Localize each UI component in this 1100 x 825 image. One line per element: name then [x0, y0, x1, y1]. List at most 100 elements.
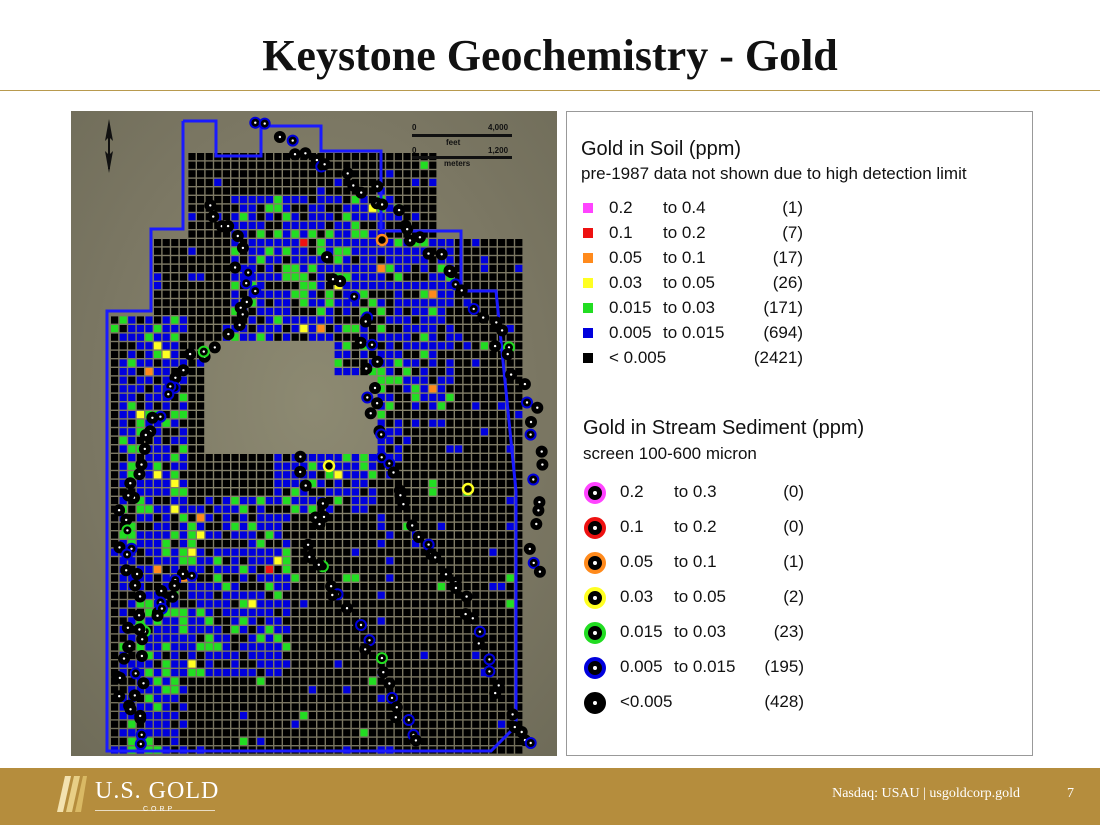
soil-sample-cell: [119, 737, 127, 745]
soil-sample-cell: [188, 505, 196, 513]
soil-sample-cell: [248, 282, 256, 290]
soil-sample-cell: [343, 290, 351, 298]
soil-sample-cell: [515, 419, 523, 427]
soil-sample-cell: [248, 565, 256, 573]
soil-sample-cell: [240, 333, 248, 341]
soil-sample-cell: [412, 514, 420, 522]
soil-sample-cell: [145, 694, 153, 702]
soil-sample-cell: [308, 565, 316, 573]
soil-sample-cell: [489, 617, 497, 625]
soil-sample-cell: [119, 617, 127, 625]
soil-sample-cell: [437, 737, 445, 745]
soil-sample-cell: [446, 385, 454, 393]
soil-sample-cell: [231, 170, 239, 178]
soil-sample-cell: [154, 651, 162, 659]
soil-sample-cell: [205, 574, 213, 582]
soil-sample-cell: [437, 686, 445, 694]
soil-sample-cell: [162, 505, 170, 513]
sediment-sample-center: [380, 656, 384, 660]
soil-sample-cell: [343, 153, 351, 161]
soil-sample-cell: [360, 497, 368, 505]
soil-sample-cell: [412, 471, 420, 479]
soil-sample-cell: [136, 368, 144, 376]
soil-sample-cell: [188, 703, 196, 711]
sediment-sample-center: [368, 639, 371, 642]
soil-sample-cell: [205, 264, 213, 272]
soil-sample-cell: [197, 411, 205, 419]
soil-sample-cell: [394, 694, 402, 702]
soil-sample-cell: [498, 290, 506, 298]
soil-sample-cell: [515, 402, 523, 410]
soil-sample-cell: [188, 264, 196, 272]
scale-meters-max: 1,200: [488, 146, 509, 155]
soil-sample-cell: [231, 161, 239, 169]
soil-sample-cell: [498, 643, 506, 651]
sediment-sample-center: [541, 463, 544, 466]
soil-sample-cell: [205, 170, 213, 178]
soil-sample-cell: [437, 393, 445, 401]
soil-sample-cell: [446, 712, 454, 720]
soil-sample-cell: [248, 591, 256, 599]
soil-sample-cell: [283, 557, 291, 565]
soil-sample-cell: [480, 634, 488, 642]
soil-sample-cell: [162, 445, 170, 453]
soil-sample-cell: [489, 737, 497, 745]
soil-sample-cell: [231, 729, 239, 737]
sediment-sample-center: [392, 471, 395, 474]
soil-sample-cell: [472, 600, 480, 608]
soil-sample-cell: [377, 479, 385, 487]
soil-sample-cell: [369, 178, 377, 186]
soil-sample-cell: [326, 333, 334, 341]
soil-sample-cell: [274, 643, 282, 651]
soil-sample-cell: [429, 239, 437, 247]
soil-sample-cell: [119, 393, 127, 401]
soil-sample-cell: [291, 273, 299, 281]
soil-sample-cell: [455, 256, 463, 264]
soil-sample-cell: [162, 720, 170, 728]
soil-sample-cell: [420, 737, 428, 745]
soil-sample-cell: [343, 669, 351, 677]
soil-sample-cell: [257, 316, 265, 324]
soil-sample-cell: [472, 514, 480, 522]
soil-sample-cell: [240, 161, 248, 169]
soil-sample-cell: [412, 548, 420, 556]
soil-sample-cell: [369, 729, 377, 737]
sediment-sample-center: [241, 246, 245, 250]
soil-sample-cell: [437, 694, 445, 702]
soil-sample-cell: [257, 591, 265, 599]
soil-sample-cell: [291, 634, 299, 642]
soil-sample-cell: [274, 677, 282, 685]
soil-sample-cell: [394, 428, 402, 436]
soil-sample-cell: [360, 583, 368, 591]
soil-sample-cell: [429, 729, 437, 737]
soil-sample-cell: [197, 677, 205, 685]
soil-sample-cell: [188, 153, 196, 161]
soil-sample-cell: [240, 677, 248, 685]
soil-sample-cell: [334, 686, 342, 694]
soil-sample-cell: [412, 393, 420, 401]
sediment-sample-center: [418, 236, 422, 239]
soil-sample-cell: [429, 454, 437, 462]
soil-sample-cell: [351, 247, 359, 255]
soil-sample-cell: [351, 557, 359, 565]
soil-sample-cell: [240, 454, 248, 462]
soil-sample-cell: [214, 600, 222, 608]
soil-sample-cell: [412, 617, 420, 625]
soil-sample-cell: [145, 634, 153, 642]
soil-sample-cell: [240, 230, 248, 238]
soil-sample-cell: [386, 368, 394, 376]
soil-sample-cell: [377, 505, 385, 513]
soil-sample-cell: [472, 350, 480, 358]
soil-sample-cell: [283, 643, 291, 651]
soil-sample-cell: [171, 608, 179, 616]
soil-sample-cell: [283, 178, 291, 186]
soil-sample-cell: [179, 385, 187, 393]
soil-sample-cell: [231, 290, 239, 298]
soil-sample-cell: [214, 617, 222, 625]
soil-sample-cell: [463, 737, 471, 745]
soil-sample-cell: [145, 368, 153, 376]
sediment-sample-center: [395, 706, 398, 709]
soil-sample-cell: [317, 720, 325, 728]
soil-sample-cell: [480, 557, 488, 565]
sediment-count: (23): [773, 622, 804, 641]
